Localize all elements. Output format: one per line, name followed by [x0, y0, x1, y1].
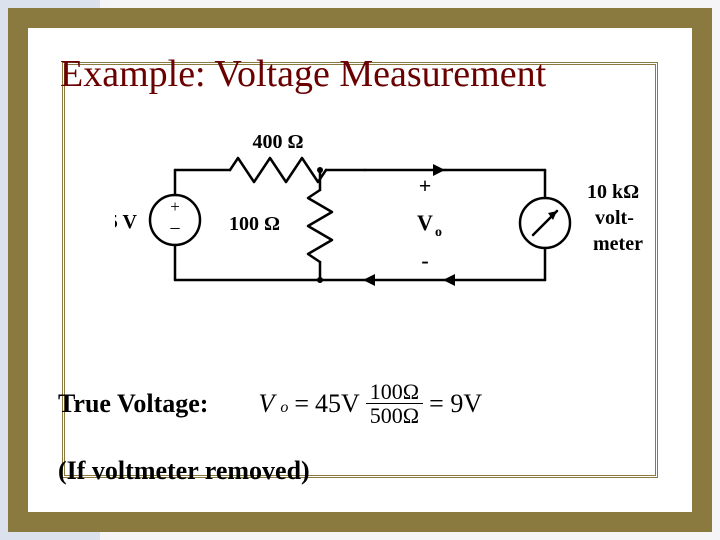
svg-text:−: −: [169, 218, 180, 240]
equals-1: =: [294, 389, 309, 419]
coeff: 45V: [315, 389, 360, 419]
formula-lhs-sym: V: [258, 389, 274, 419]
fraction-den: 500Ω: [366, 404, 423, 427]
slide-title: Example: Voltage Measurement: [60, 52, 546, 96]
formula-lhs-sub: o: [280, 399, 288, 417]
svg-text:+: +: [170, 197, 180, 216]
vo-plus: +: [419, 173, 432, 198]
vo-minus: -: [421, 248, 428, 273]
slide: Example: Voltage Measurement + −: [0, 0, 720, 540]
circuit-diagram: + −: [115, 120, 675, 330]
vo-label: V: [417, 210, 433, 235]
r-parallel-label: 100 Ω: [229, 213, 280, 235]
note: (If voltmeter removed): [58, 456, 310, 486]
meter-label-bot: meter: [593, 233, 643, 255]
equation-row: True Voltage: Vo = 45V 100Ω 500Ω = 9V: [58, 380, 680, 427]
fraction: 100Ω 500Ω: [366, 380, 423, 427]
vo-sub: o: [435, 225, 442, 240]
formula: Vo = 45V 100Ω 500Ω = 9V: [258, 380, 482, 427]
r-series-label: 400 Ω: [252, 131, 303, 153]
meter-label-mid: volt-: [595, 207, 634, 229]
fraction-num: 100Ω: [366, 380, 423, 404]
meter-label-top: 10 kΩ: [587, 181, 639, 203]
source-voltage-label: 45 V: [115, 211, 138, 233]
true-voltage-label: True Voltage:: [58, 389, 208, 419]
rhs: = 9V: [429, 389, 482, 419]
